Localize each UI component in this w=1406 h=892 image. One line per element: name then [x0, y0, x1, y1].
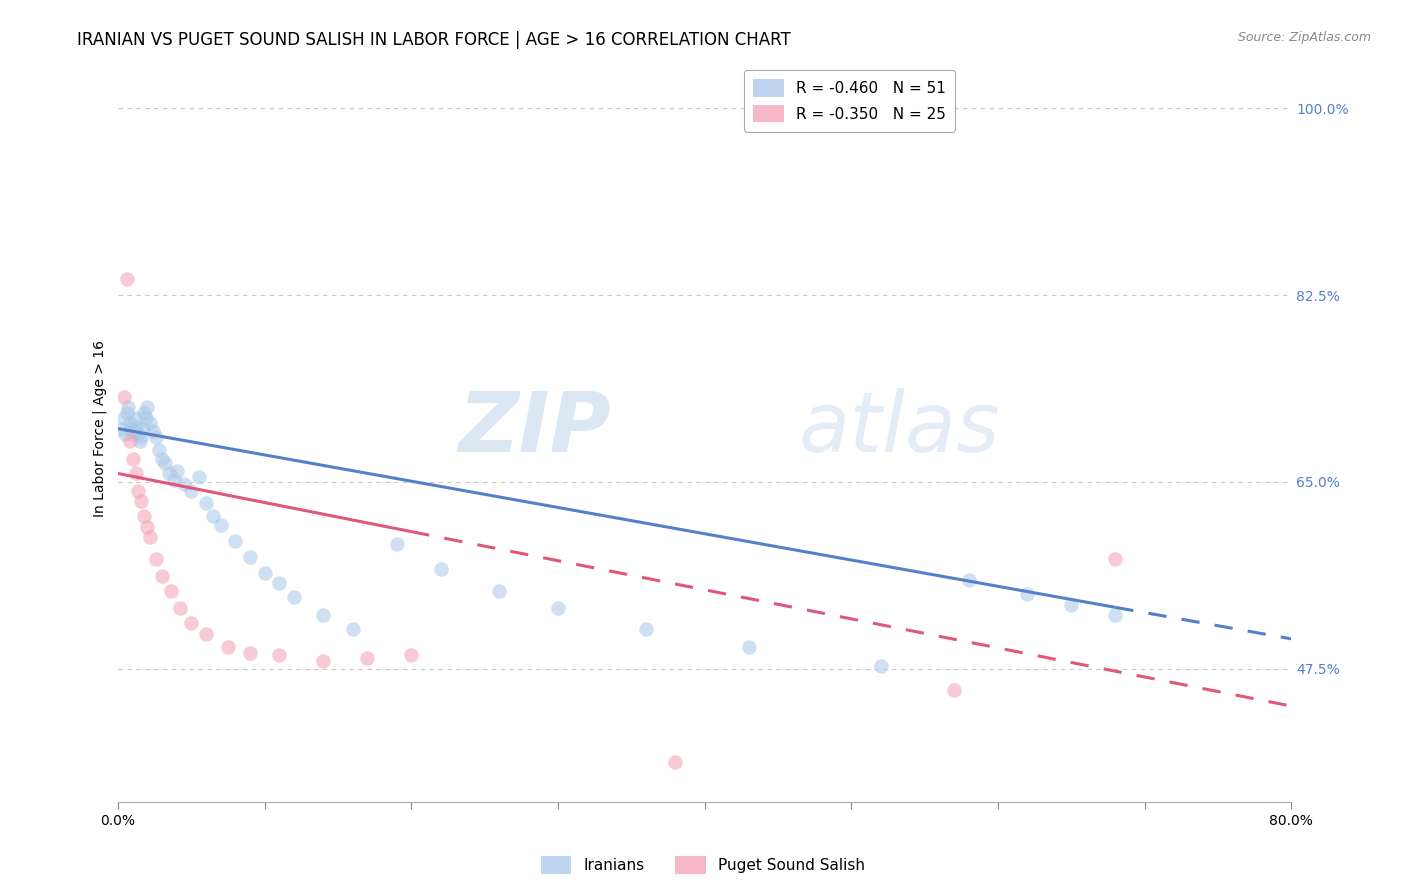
Point: [239, 549, 262, 564]
Point: [145, 430, 167, 444]
Point: [118, 417, 141, 431]
Point: [269, 648, 291, 662]
Point: [127, 427, 149, 442]
Point: [312, 654, 335, 668]
Point: [869, 658, 891, 673]
Point: [127, 483, 149, 498]
Point: [1017, 587, 1039, 601]
Point: [150, 451, 173, 466]
Point: [124, 467, 146, 481]
Point: [342, 622, 364, 636]
Point: [217, 640, 239, 655]
Text: Source: ZipAtlas.com: Source: ZipAtlas.com: [1237, 31, 1371, 45]
Point: [139, 531, 162, 545]
Point: [142, 424, 165, 438]
Point: [187, 469, 209, 483]
Point: [120, 422, 142, 436]
Text: ZIP: ZIP: [458, 388, 610, 469]
Point: [209, 517, 232, 532]
Legend: Iranians, Puget Sound Salish: Iranians, Puget Sound Salish: [534, 850, 872, 880]
Y-axis label: In Labor Force | Age > 16: In Labor Force | Age > 16: [93, 340, 107, 517]
Point: [111, 422, 134, 436]
Point: [283, 591, 305, 605]
Point: [385, 537, 408, 551]
Point: [159, 583, 181, 598]
Point: [150, 569, 173, 583]
Point: [134, 509, 156, 524]
Point: [117, 401, 139, 415]
Point: [131, 494, 153, 508]
Point: [166, 464, 188, 478]
Point: [157, 467, 180, 481]
Point: [1104, 608, 1126, 623]
Legend: R = -0.460   N = 51, R = -0.350   N = 25: R = -0.460 N = 51, R = -0.350 N = 25: [744, 70, 955, 131]
Point: [131, 430, 153, 444]
Point: [124, 419, 146, 434]
Point: [112, 390, 135, 404]
Point: [664, 755, 686, 769]
Point: [153, 456, 176, 470]
Point: [202, 509, 225, 524]
Point: [737, 640, 759, 655]
Point: [194, 626, 217, 640]
Text: IRANIAN VS PUGET SOUND SALISH IN LABOR FORCE | AGE > 16 CORRELATION CHART: IRANIAN VS PUGET SOUND SALISH IN LABOR F…: [77, 31, 792, 49]
Point: [134, 406, 156, 420]
Point: [180, 483, 202, 498]
Point: [148, 442, 170, 457]
Point: [114, 427, 136, 442]
Point: [169, 601, 191, 615]
Point: [115, 272, 138, 286]
Point: [136, 401, 159, 415]
Point: [163, 473, 186, 487]
Point: [122, 424, 145, 438]
Point: [957, 573, 980, 587]
Point: [173, 477, 195, 491]
Point: [488, 583, 510, 598]
Point: [239, 646, 262, 660]
Point: [194, 496, 217, 510]
Point: [136, 520, 159, 534]
Text: atlas: atlas: [799, 388, 1000, 469]
Point: [118, 434, 141, 449]
Point: [112, 411, 135, 425]
Point: [224, 533, 246, 548]
Point: [180, 615, 202, 630]
Point: [132, 422, 155, 436]
Point: [121, 427, 143, 442]
Point: [121, 451, 143, 466]
Point: [429, 562, 451, 576]
Point: [253, 566, 276, 580]
Point: [139, 417, 162, 431]
Point: [115, 406, 138, 420]
Point: [269, 576, 291, 591]
Point: [547, 601, 569, 615]
Point: [356, 651, 378, 665]
Point: [135, 411, 157, 425]
Point: [312, 608, 335, 623]
Point: [401, 648, 423, 662]
Point: [125, 411, 148, 425]
Point: [129, 434, 152, 449]
Point: [1060, 598, 1083, 612]
Point: [634, 622, 657, 636]
Point: [145, 551, 167, 566]
Point: [1104, 551, 1126, 566]
Point: [943, 683, 966, 698]
